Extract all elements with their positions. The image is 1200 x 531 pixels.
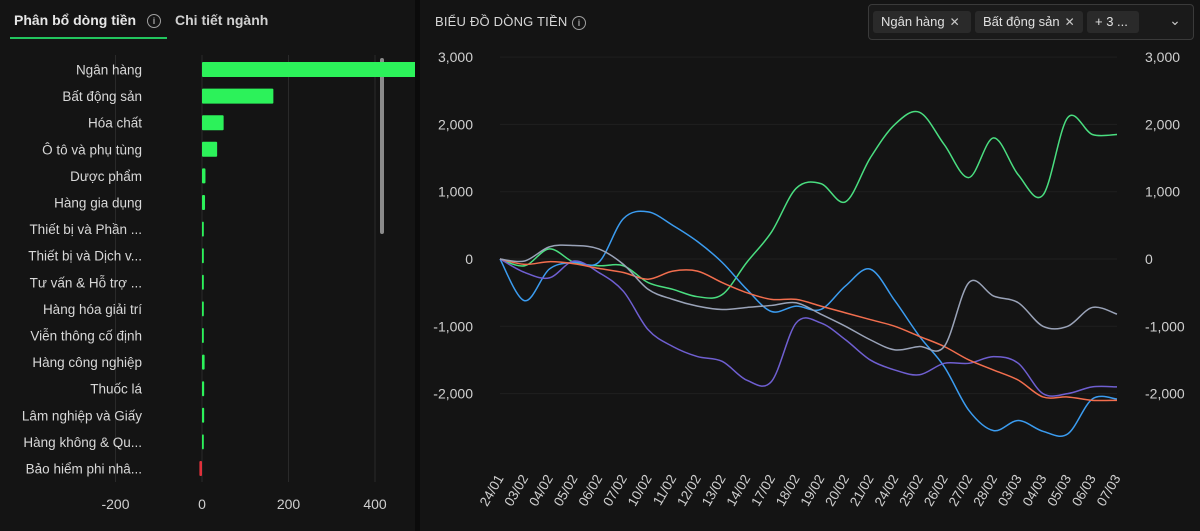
- category-label: Thiết bị và Dịch v...: [28, 249, 142, 264]
- scrollbar[interactable]: [380, 58, 384, 234]
- y-tick-label: 2,000: [438, 116, 473, 132]
- x-tick-label: 12/02: [674, 472, 704, 509]
- x-tick-label: 27/02: [946, 472, 976, 509]
- x-tick-label: 06/03: [1069, 472, 1099, 509]
- x-tick-label: 03/03: [995, 472, 1025, 509]
- x-tick-label: 28/02: [970, 472, 1000, 509]
- x-tick-label: 17/02: [748, 472, 778, 509]
- x-tick-label: 07/02: [600, 472, 630, 509]
- secondary-y-tick-label: 2,000: [1145, 116, 1180, 132]
- category-label: Hàng công nghiệp: [32, 355, 142, 370]
- x-tick-label: 06/02: [575, 472, 605, 509]
- secondary-y-tick-label: 0: [1145, 251, 1153, 267]
- filter-chip-more[interactable]: + 3 ...: [1087, 11, 1139, 33]
- x-tick-label: 14/02: [724, 472, 754, 509]
- x-tick-label: 0: [198, 496, 206, 512]
- filter-chip-banking[interactable]: Ngân hàng ✕: [873, 11, 971, 33]
- category-label: Lâm nghiệp và Giấy: [22, 408, 142, 423]
- x-tick-label: 26/02: [921, 472, 951, 509]
- flow-allocation-panel: [0, 0, 415, 531]
- industry-filter-select[interactable]: Ngân hàng ✕ Bất động sản ✕ + 3 ... ⌄: [868, 4, 1194, 40]
- category-label: Ô tô và phụ tùng: [42, 142, 142, 157]
- y-tick-label: -1,000: [433, 318, 473, 334]
- x-tick-label: 20/02: [822, 472, 852, 509]
- flow-chart-panel: [420, 0, 1200, 531]
- x-tick-label: 19/02: [798, 472, 828, 509]
- info-icon[interactable]: i: [572, 16, 586, 30]
- close-icon[interactable]: ✕: [1064, 15, 1075, 29]
- bar: [202, 328, 204, 343]
- x-tick-label: 18/02: [773, 472, 803, 509]
- series-line: [499, 244, 1118, 352]
- x-tick-label: 25/02: [896, 472, 926, 509]
- x-tick-label: 24/02: [872, 472, 902, 509]
- category-label: Hàng hóa giải trí: [43, 302, 142, 317]
- category-label: Hàng không & Qu...: [23, 435, 142, 450]
- bar: [202, 354, 205, 370]
- series-line: [499, 110, 1118, 299]
- bar: [202, 301, 204, 317]
- bar: [202, 88, 274, 104]
- category-label: Bảo hiểm phi nhâ...: [26, 462, 142, 477]
- x-tick-label: -200: [101, 496, 129, 512]
- y-tick-label: 0: [465, 251, 473, 267]
- bar: [199, 461, 202, 476]
- secondary-y-tick-label: 1,000: [1145, 184, 1180, 200]
- x-tick-label: 21/02: [847, 472, 877, 509]
- x-tick-label: 200: [277, 496, 301, 512]
- category-label: Thuốc lá: [90, 382, 142, 397]
- y-tick-label: 3,000: [438, 49, 473, 65]
- bar: [202, 62, 415, 77]
- x-tick-label: 13/02: [699, 472, 729, 509]
- chart-title: BIỂU ĐỒ DÒNG TIỀN: [435, 14, 568, 29]
- x-tick-label: 04/02: [526, 472, 556, 509]
- bar: [202, 248, 204, 264]
- series-line: [499, 210, 1118, 437]
- category-label: Ngân hàng: [76, 63, 142, 78]
- category-label: Thiết bị và Phần ...: [29, 222, 142, 237]
- category-label: Tư vấn & Hỗ trợ ...: [30, 275, 142, 290]
- category-label: Hóa chất: [88, 116, 142, 131]
- tab-industry-details[interactable]: Chi tiết ngành: [175, 12, 269, 28]
- close-icon[interactable]: ✕: [949, 15, 960, 29]
- x-tick-label: 24/01: [477, 472, 507, 509]
- x-tick-label: 400: [363, 496, 387, 512]
- category-label: Dược phẩm: [70, 169, 142, 184]
- bar: [202, 221, 204, 237]
- chip-label: Bất động sản: [983, 14, 1060, 29]
- series-line: [499, 258, 1118, 397]
- bar: [202, 115, 224, 131]
- bar: [202, 195, 206, 210]
- tab-flow-allocation[interactable]: Phân bổ dòng tiền: [14, 12, 137, 28]
- x-tick-label: 03/02: [501, 472, 531, 509]
- category-label: Viễn thông cố định: [30, 329, 142, 344]
- chip-label: Ngân hàng: [881, 14, 945, 29]
- active-tab-indicator: [10, 37, 167, 39]
- bar: [202, 141, 218, 157]
- x-tick-label: 05/03: [1044, 472, 1074, 509]
- category-label: Bất động sản: [62, 89, 142, 104]
- bar: [202, 168, 206, 184]
- y-tick-label: -2,000: [433, 386, 473, 402]
- category-label: Hàng gia dụng: [54, 196, 142, 211]
- bar: [202, 407, 205, 423]
- secondary-y-tick-label: -2,000: [1145, 386, 1185, 402]
- secondary-y-tick-label: -1,000: [1145, 318, 1185, 334]
- secondary-y-tick-label: 3,000: [1145, 49, 1180, 65]
- x-tick-label: 10/02: [625, 472, 655, 509]
- y-tick-label: 1,000: [438, 184, 473, 200]
- x-tick-label: 04/03: [1020, 472, 1050, 509]
- bar: [202, 274, 204, 290]
- x-tick-label: 07/03: [1094, 472, 1124, 509]
- info-icon[interactable]: i: [147, 14, 161, 28]
- series-line: [499, 258, 1118, 402]
- bar: [202, 381, 205, 397]
- filter-chip-real-estate[interactable]: Bất động sản ✕: [975, 11, 1083, 33]
- x-tick-label: 05/02: [551, 472, 581, 509]
- chevron-down-icon[interactable]: ⌄: [1169, 12, 1181, 28]
- bar: [202, 434, 204, 450]
